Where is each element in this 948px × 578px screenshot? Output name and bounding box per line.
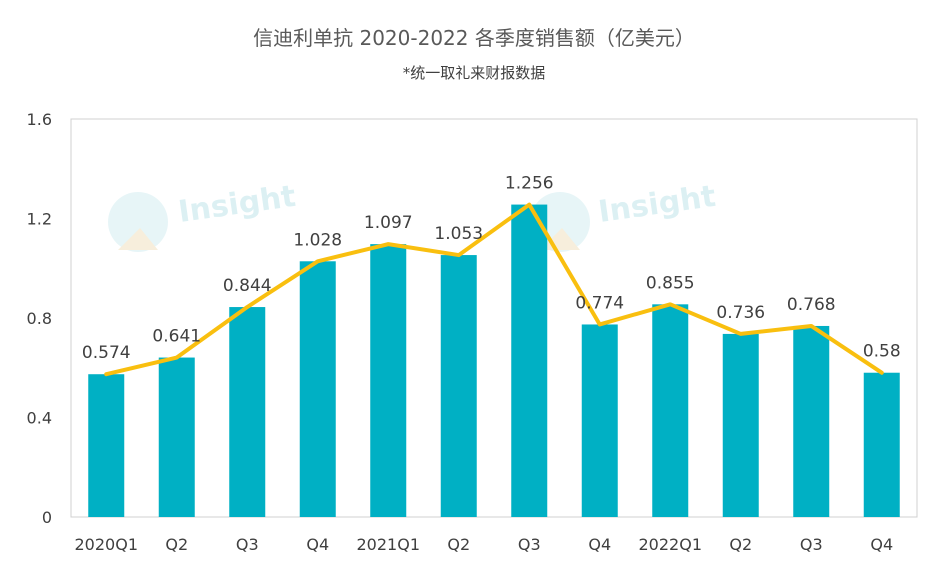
data-label-11: 0.58 <box>863 342 901 362</box>
data-label-4: 1.097 <box>364 213 413 233</box>
bar-10 <box>793 325 830 517</box>
trend-line <box>104 202 884 377</box>
watermark-left: Insight <box>108 179 298 252</box>
x-tick-6: Q3 <box>518 535 541 554</box>
bar-series <box>88 204 900 517</box>
x-tick-2: Q3 <box>236 535 259 554</box>
watermark-text-right: Insight <box>596 179 718 230</box>
x-tick-11: Q4 <box>870 535 893 554</box>
data-label-10: 0.768 <box>787 295 836 315</box>
data-label-3: 1.028 <box>293 230 342 250</box>
line-series <box>104 202 884 377</box>
bar-7 <box>581 324 618 517</box>
y-tick-2: 0.8 <box>27 309 52 328</box>
y-tick-4: 1.6 <box>27 110 52 129</box>
y-tick-1: 0.4 <box>27 409 52 428</box>
bar-9 <box>722 333 759 517</box>
watermark-text-left: Insight <box>176 179 298 230</box>
bar-0 <box>88 374 125 517</box>
data-label-8: 0.855 <box>646 273 695 293</box>
x-tick-9: Q2 <box>729 535 752 554</box>
x-tick-7: Q4 <box>588 535 611 554</box>
x-tick-8: 2022Q1 <box>639 535 703 554</box>
watermark-right: Insight <box>530 179 718 252</box>
chart-title: 信迪利单抗 2020-2022 各季度销售额（亿美元） <box>253 26 695 50</box>
y-tick-3: 1.2 <box>27 210 52 229</box>
data-labels: 0.574 0.641 0.844 1.028 1.097 1.053 1.256 0.774… <box>82 174 901 364</box>
data-label-1: 0.641 <box>152 327 201 347</box>
x-tick-4: 2021Q1 <box>357 535 421 554</box>
x-tick-1: Q2 <box>165 535 188 554</box>
bar-5 <box>440 255 477 517</box>
data-label-6: 1.256 <box>505 174 554 194</box>
y-axis: 0 0.4 0.8 1.2 1.6 <box>27 110 52 527</box>
plot-area-frame <box>70 118 918 518</box>
x-axis: 2020Q1 Q2 Q3 Q4 2021Q1 Q2 Q3 Q4 2022Q1 Q2 Q3 Q4 <box>75 535 894 554</box>
y-tick-0: 0 <box>42 508 52 527</box>
bar-2 <box>229 307 266 517</box>
data-label-2: 0.844 <box>223 276 272 296</box>
data-label-9: 0.736 <box>716 303 765 323</box>
bar-3 <box>299 261 336 517</box>
bar-1 <box>158 357 195 517</box>
x-tick-3: Q4 <box>306 535 329 554</box>
bar-11 <box>863 372 900 517</box>
data-label-5: 1.053 <box>434 224 483 244</box>
data-label-7: 0.774 <box>575 293 624 313</box>
bar-6 <box>511 204 548 517</box>
bar-4 <box>370 244 407 517</box>
data-label-0: 0.574 <box>82 343 131 363</box>
x-tick-5: Q2 <box>447 535 470 554</box>
bar-8 <box>652 304 689 517</box>
chart-subtitle: *统一取礼来财报数据 <box>402 64 546 82</box>
x-tick-10: Q3 <box>800 535 823 554</box>
x-tick-0: 2020Q1 <box>75 535 139 554</box>
